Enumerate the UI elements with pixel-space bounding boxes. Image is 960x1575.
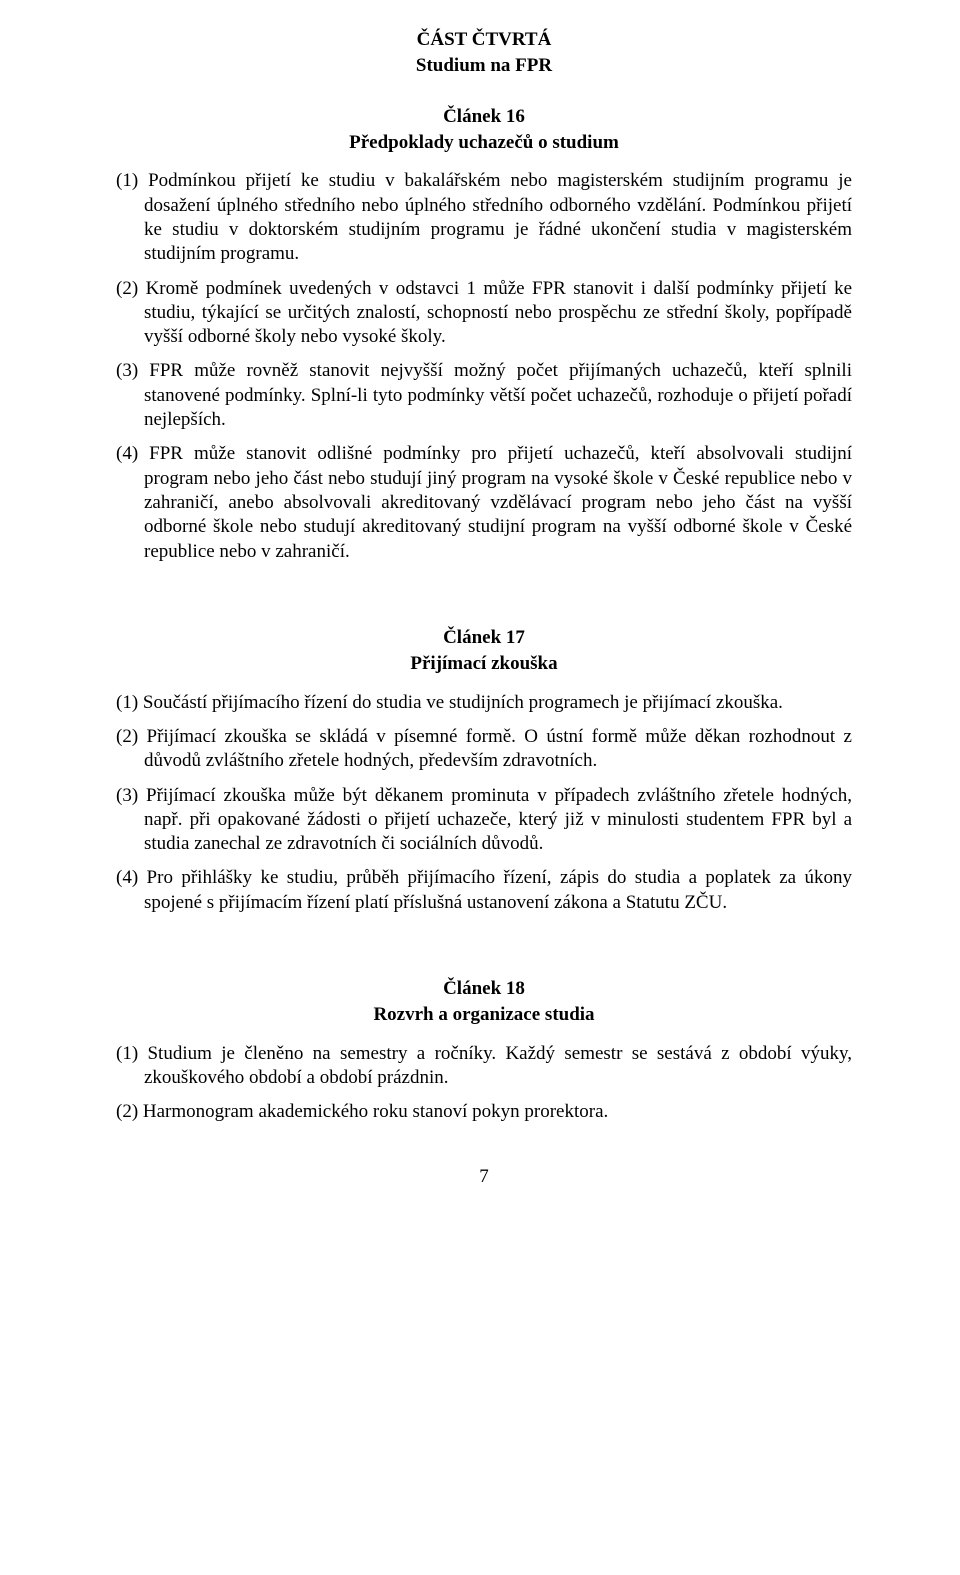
article-title: Předpoklady uchazečů o studium	[116, 131, 852, 155]
paragraph: (2) Harmonogram akademického roku stanov…	[116, 1100, 852, 1124]
article-number: Článek 18	[116, 977, 852, 1001]
page-number: 7	[116, 1165, 852, 1189]
paragraph: (1) Součástí přijímacího řízení do studi…	[116, 691, 852, 715]
part-subtitle: Studium na FPR	[116, 54, 852, 78]
spacer	[116, 574, 852, 626]
part-heading: ČÁST ČTVRTÁ	[116, 28, 852, 52]
paragraph: (4) Pro přihlášky ke studiu, průběh přij…	[116, 866, 852, 915]
paragraph: (1) Podmínkou přijetí ke studiu v bakalá…	[116, 169, 852, 266]
article-title: Přijímací zkouška	[116, 652, 852, 676]
paragraph: (2) Přijímací zkouška se skládá v písemn…	[116, 725, 852, 774]
paragraph: (1) Studium je členěno na semestry a roč…	[116, 1042, 852, 1091]
spacer	[116, 925, 852, 977]
paragraph: (3) Přijímací zkouška může být děkanem p…	[116, 784, 852, 857]
document-page: ČÁST ČTVRTÁ Studium na FPR Článek 16 Pře…	[0, 0, 960, 1189]
article-title: Rozvrh a organizace studia	[116, 1003, 852, 1027]
article-number: Článek 17	[116, 626, 852, 650]
article-number: Článek 16	[116, 105, 852, 129]
paragraph: (4) FPR může stanovit odlišné podmínky p…	[116, 442, 852, 564]
paragraph: (2) Kromě podmínek uvedených v odstavci …	[116, 277, 852, 350]
paragraph: (3) FPR může rovněž stanovit nejvyšší mo…	[116, 359, 852, 432]
